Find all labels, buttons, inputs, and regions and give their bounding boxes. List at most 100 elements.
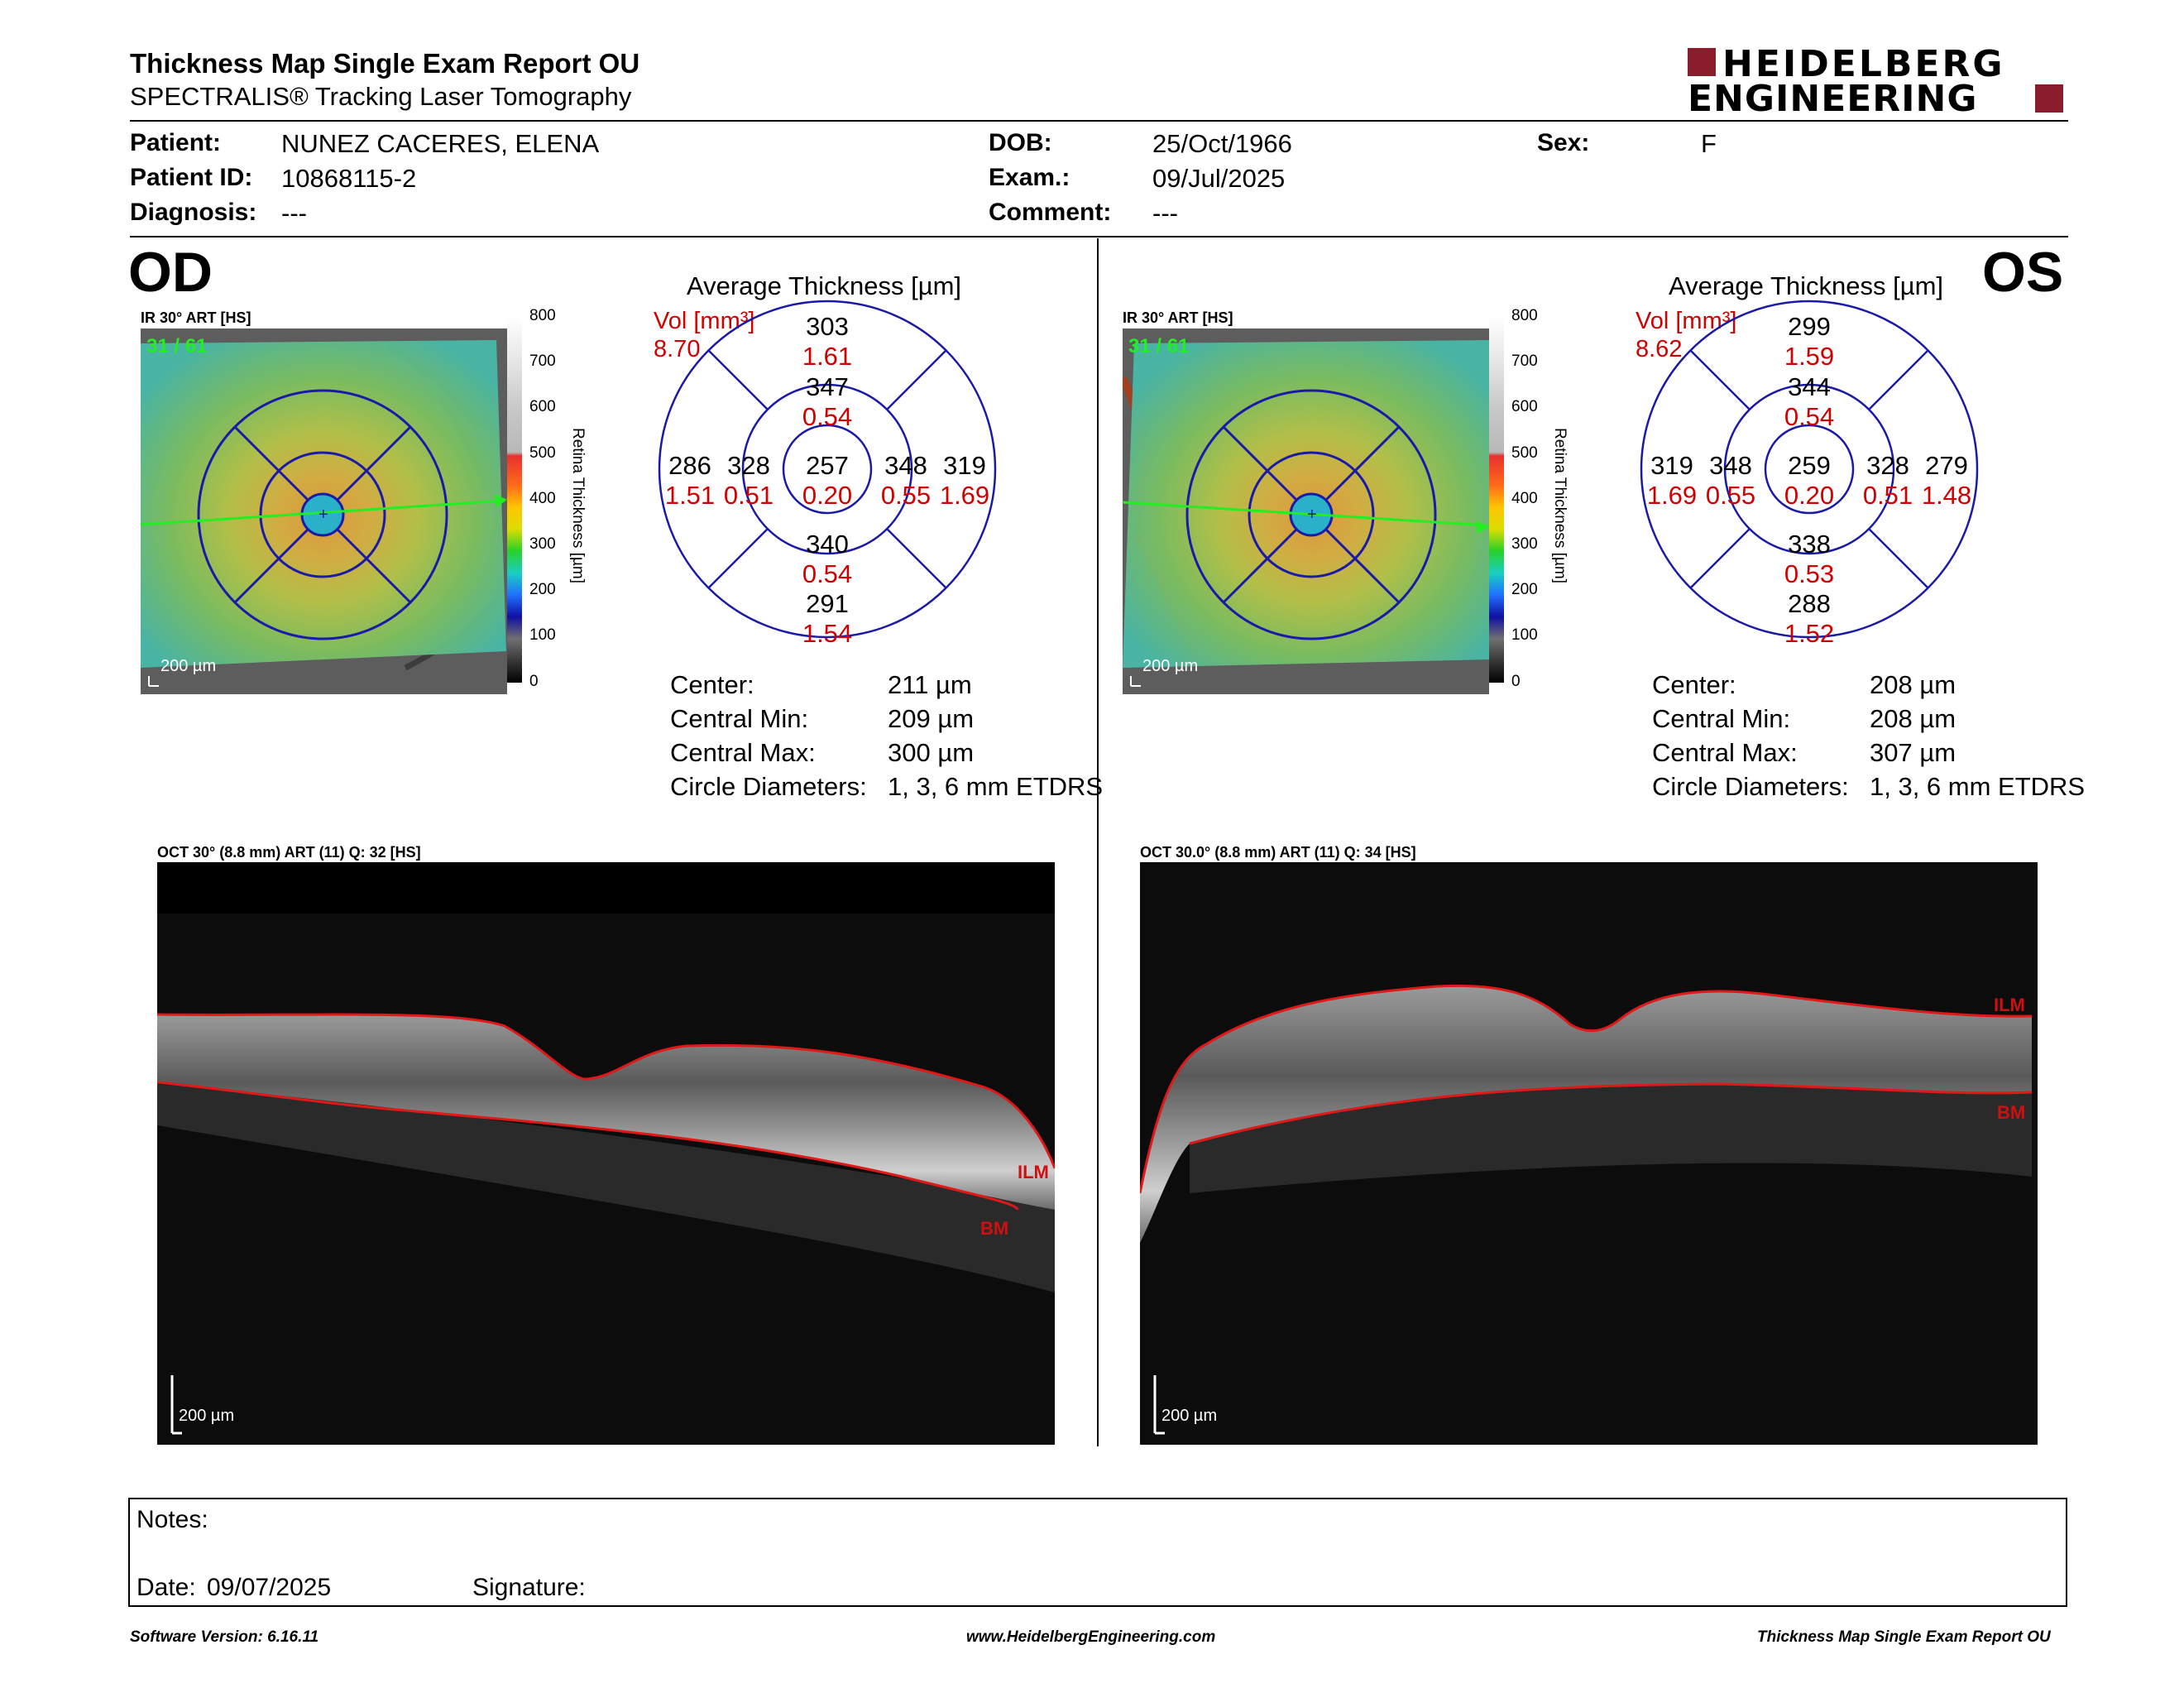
od-sector-inner-sup: 347 0.54 — [778, 372, 877, 432]
os-sector-outer-right: 279 1.48 — [1918, 451, 1976, 511]
os-tick-100: 100 — [1511, 626, 1538, 644]
od-colorbar-label: Retina Thickness [µm] — [569, 428, 587, 583]
os-sector-outer-inf: 288 1.52 — [1760, 589, 1859, 649]
od-ilm-label: ILM — [1018, 1162, 1049, 1182]
os-oct-label: OCT 30.0° (8.8 mm) ART (11) Q: 34 [HS] — [1140, 844, 1416, 861]
os-outer-inf-volume: 1.52 — [1784, 619, 1835, 648]
od-sector-center: 257 0.20 — [778, 451, 877, 511]
os-bm-label: BM — [1997, 1102, 2026, 1123]
od-inner-right-thickness: 348 — [884, 451, 927, 480]
notes-date-value: 09/07/2025 — [207, 1574, 332, 1601]
os-sector-inner-right: 328 0.51 — [1859, 451, 1917, 511]
svg-text:+: + — [318, 506, 328, 524]
od-min-stat-label: Central Min: — [670, 704, 809, 733]
od-bm-label: BM — [980, 1218, 1009, 1239]
exam-label: Exam.: — [989, 164, 1070, 191]
footer-website[interactable]: www.HeidelbergEngineering.com — [966, 1628, 1216, 1646]
notes-date-label: Date: — [136, 1574, 196, 1601]
od-outer-inf-thickness: 291 — [806, 589, 849, 618]
od-sector-outer-inf: 291 1.54 — [778, 589, 877, 649]
od-inner-sup-thickness: 347 — [806, 372, 849, 401]
od-center-thickness: 257 — [806, 451, 849, 480]
os-colorbar — [1489, 317, 1504, 683]
od-sector-outer-left: 286 1.51 — [661, 451, 719, 511]
os-inner-left-volume: 0.55 — [1705, 481, 1756, 510]
os-inner-inf-thickness: 338 — [1788, 530, 1831, 559]
od-outer-right-volume: 1.69 — [939, 481, 990, 510]
od-outer-left-thickness: 286 — [668, 451, 711, 480]
od-vol-value: 8.70 — [654, 336, 701, 362]
od-colorbar — [507, 317, 522, 683]
os-frame-counter: 31 / 61 — [1128, 335, 1190, 357]
od-max-stat-label: Central Max: — [670, 738, 816, 767]
diagnosis-value: --- — [281, 199, 307, 228]
os-inner-sup-volume: 0.54 — [1784, 402, 1835, 431]
os-center-stat-label: Center: — [1652, 670, 1736, 699]
od-ir-label: IR 30° ART [HS] — [141, 309, 251, 326]
od-oct-bscan: ILM BM 200 µm — [157, 862, 1055, 1445]
os-outer-inf-thickness: 288 — [1788, 589, 1831, 618]
od-sector-outer-right: 319 1.69 — [936, 451, 994, 511]
os-min-stat-label: Central Min: — [1652, 704, 1791, 733]
od-inner-inf-volume: 0.54 — [802, 559, 853, 588]
logo-line2: ENGINEERING — [1688, 78, 1978, 120]
os-diam-stat-label: Circle Diameters: — [1652, 772, 1849, 801]
od-center-volume: 0.20 — [802, 481, 853, 510]
od-vol-label: Vol [mm³] — [654, 308, 755, 334]
report-subtitle: SPECTRALIS® Tracking Laser Tomography — [130, 82, 632, 111]
os-outer-right-thickness: 279 — [1925, 451, 1968, 480]
os-tick-0: 0 — [1511, 673, 1521, 690]
svg-text:+: + — [1307, 506, 1317, 524]
od-colorbar-ticks: 800 700 600 500 400 300 200 100 0 — [529, 307, 571, 696]
os-inner-right-thickness: 328 — [1866, 451, 1909, 480]
os-fundus-scale: 200 µm — [1142, 657, 1199, 675]
od-tick-500: 500 — [529, 444, 556, 462]
os-tick-500: 500 — [1511, 444, 1538, 462]
od-max-stat-value: 300 µm — [888, 738, 975, 767]
os-sector-outer-sup: 299 1.59 — [1760, 312, 1859, 372]
od-tick-300: 300 — [529, 535, 556, 553]
od-sector-inner-left: 328 0.51 — [720, 451, 778, 511]
logo-line1: HEIDELBERG — [1722, 43, 2005, 85]
od-fundus-scale: 200 µm — [160, 657, 217, 675]
os-oct-bscan: ILM BM 200 µm — [1140, 862, 2038, 1445]
os-sector-center: 259 0.20 — [1760, 451, 1859, 511]
os-tick-400: 400 — [1511, 490, 1538, 507]
patient-id-value: 10868115-2 — [281, 164, 417, 193]
os-outer-right-volume: 1.48 — [1921, 481, 1972, 510]
od-sector-inner-inf: 340 0.54 — [778, 530, 877, 589]
notes-label: Notes: — [136, 1506, 208, 1533]
os-sector-inner-inf: 338 0.53 — [1760, 530, 1859, 589]
os-outer-sup-volume: 1.59 — [1784, 342, 1835, 371]
os-oct-scale: 200 µm — [1161, 1407, 1218, 1425]
os-eye-label: OS — [1982, 241, 2064, 304]
exam-value: 09/Jul/2025 — [1152, 164, 1286, 193]
od-center-stat-label: Center: — [670, 670, 754, 699]
od-oct-scale: 200 µm — [179, 1407, 235, 1425]
os-sector-outer-left: 319 1.69 — [1643, 451, 1701, 511]
os-outer-sup-thickness: 299 — [1788, 312, 1831, 341]
os-avg-thickness-title: Average Thickness [µm] — [1669, 271, 1944, 300]
od-tick-100: 100 — [529, 626, 556, 644]
os-tick-800: 800 — [1511, 307, 1538, 324]
os-inner-sup-thickness: 344 — [1788, 372, 1831, 401]
od-tick-700: 700 — [529, 352, 556, 370]
os-center-volume: 0.20 — [1784, 481, 1835, 510]
od-inner-left-volume: 0.51 — [723, 481, 774, 510]
od-eye-label: OD — [128, 241, 213, 304]
os-tick-300: 300 — [1511, 535, 1538, 553]
od-tick-0: 0 — [529, 673, 539, 690]
os-outer-left-thickness: 319 — [1650, 451, 1693, 480]
patient-label: Patient: — [130, 129, 222, 156]
od-center-stat-value: 211 µm — [888, 670, 972, 699]
os-center-stat-value: 208 µm — [1870, 670, 1956, 699]
od-outer-sup-volume: 1.61 — [802, 342, 853, 371]
od-outer-right-thickness: 319 — [943, 451, 986, 480]
od-diam-stat-value: 1, 3, 6 mm ETDRS — [888, 772, 1104, 801]
os-sector-inner-left: 348 0.55 — [1702, 451, 1760, 511]
notes-signature-label[interactable]: Signature: — [472, 1574, 586, 1601]
os-tick-200: 200 — [1511, 581, 1538, 598]
header-divider — [130, 120, 2068, 122]
os-vol-label: Vol [mm³] — [1636, 308, 1737, 334]
dob-label: DOB: — [989, 129, 1052, 156]
